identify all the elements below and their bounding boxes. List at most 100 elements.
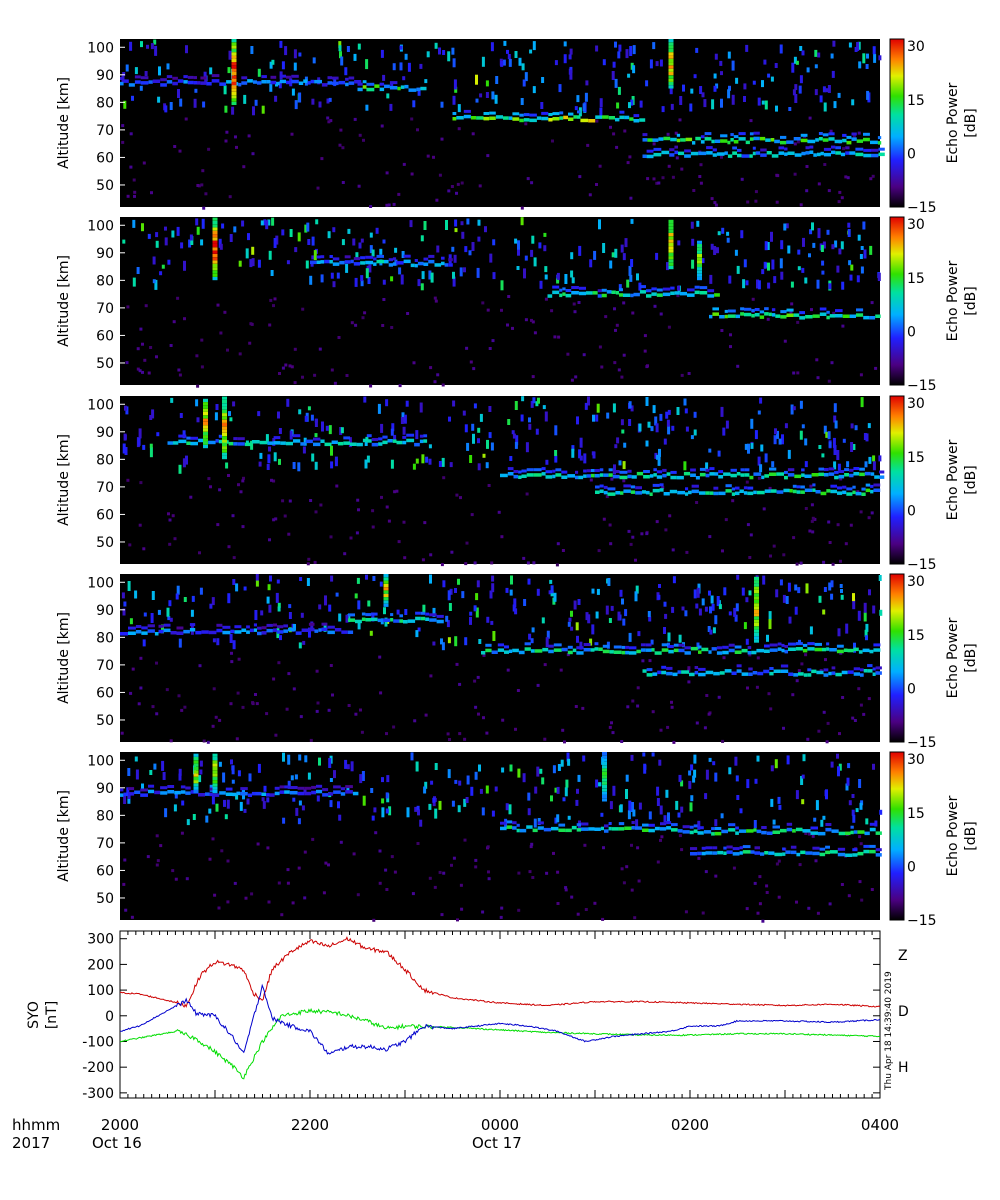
echo-speckle <box>125 64 129 72</box>
echo-speckle <box>822 609 826 615</box>
echo-speckle <box>155 240 159 248</box>
echo-layer-cell <box>846 492 853 496</box>
echo-speckle <box>576 416 579 425</box>
echo-layer-cell <box>802 643 808 647</box>
echo-speckle <box>827 520 831 524</box>
echo-layer-cell <box>423 434 428 438</box>
echo-speckle <box>556 278 560 284</box>
echo-speckle <box>859 373 863 377</box>
echo-speckle <box>790 302 794 306</box>
echo-layer-cell <box>786 822 793 826</box>
echo-speckle <box>308 627 311 638</box>
echo-speckle <box>705 769 709 780</box>
echo-speckle <box>713 85 717 92</box>
echo-layer-cell <box>186 441 191 445</box>
echo-speckle <box>329 535 333 539</box>
echo-layer-cell <box>613 650 622 654</box>
echo-layer-cell <box>751 314 755 318</box>
echo-speckle <box>164 237 168 246</box>
echo-layer-cell <box>630 485 636 489</box>
echo-speckle <box>531 375 535 379</box>
echo-layer-cell <box>128 787 135 791</box>
echo-layer-cell <box>241 628 247 632</box>
echo-speckle <box>736 574 740 580</box>
echo-speckle <box>340 56 344 66</box>
echo-layer-cell <box>423 262 429 266</box>
echo-speckle <box>298 409 302 415</box>
echo-layer-cell <box>481 651 486 655</box>
echo-speckle <box>622 461 626 470</box>
echo-speckle <box>474 865 478 869</box>
echo-speckle <box>385 171 389 175</box>
echo-speckle <box>230 651 233 655</box>
echo-layer-cell <box>322 793 329 797</box>
echo-burst-cell <box>222 426 227 430</box>
echo-speckle <box>554 60 558 66</box>
echo-speckle <box>780 271 784 280</box>
echo-speckle <box>178 773 182 781</box>
echo-speckle <box>155 355 158 359</box>
echo-layer-cell <box>247 793 252 797</box>
echo-burst-cell <box>697 257 702 261</box>
echo-speckle <box>235 737 239 741</box>
echo-speckle <box>267 454 271 464</box>
echo-burst-cell <box>754 586 759 590</box>
y-tick-label: 60 <box>96 685 114 701</box>
echo-layer-cell <box>619 470 628 474</box>
echo-speckle <box>826 229 830 235</box>
echo-layer-cell <box>835 146 841 150</box>
echo-speckle <box>301 805 305 811</box>
echo-speckle <box>631 535 635 539</box>
echo-speckle <box>655 61 659 67</box>
echo-layer-cell <box>553 643 562 647</box>
echo-speckle <box>522 773 526 783</box>
echo-layer-cell <box>824 473 829 477</box>
echo-speckle <box>265 220 269 230</box>
echo-speckle <box>599 107 603 117</box>
echo-speckle <box>713 73 717 79</box>
echo-speckle <box>858 61 862 69</box>
colorbar <box>889 38 905 208</box>
echo-speckle <box>788 616 792 624</box>
echo-layer-cell <box>826 315 830 320</box>
echo-layer-cell <box>663 136 671 141</box>
echo-speckle <box>604 315 608 319</box>
echo-speckle <box>175 593 179 600</box>
echo-speckle <box>614 444 618 449</box>
echo-speckle <box>820 245 824 252</box>
echo-speckle <box>365 104 369 111</box>
echo-speckle <box>334 459 338 467</box>
echo-speckle <box>771 259 775 270</box>
echo-layer-cell <box>576 651 584 655</box>
echo-burst-cell <box>193 760 199 764</box>
echo-speckle <box>278 81 282 89</box>
echo-layer-cell <box>661 643 669 647</box>
echo-speckle <box>859 254 863 259</box>
echo-layer-cell <box>636 471 644 476</box>
echo-layer-cell <box>257 81 262 85</box>
echo-speckle <box>469 455 473 463</box>
echo-layer-cell <box>746 829 754 833</box>
echo-layer-cell <box>670 475 677 480</box>
echo-layer-cell <box>834 475 839 480</box>
echo-layer-cell <box>600 826 604 831</box>
echo-speckle <box>417 279 421 287</box>
echo-speckle <box>767 692 771 696</box>
echo-speckle <box>864 629 868 637</box>
echo-layer-cell <box>534 473 542 477</box>
echo-layer-cell <box>140 793 148 797</box>
echo-layer-cell <box>835 309 843 313</box>
echo-speckle <box>710 243 714 250</box>
echo-speckle <box>417 809 420 816</box>
echo-speckle <box>397 192 401 196</box>
echo-speckle <box>687 666 691 670</box>
echo-speckle <box>178 464 182 474</box>
echo-layer-cell <box>814 642 822 646</box>
echo-burst-cell <box>668 39 674 43</box>
echo-speckle <box>841 324 845 328</box>
echo-speckle <box>527 792 531 801</box>
echo-speckle <box>274 733 278 737</box>
echo-layer-cell <box>771 313 776 317</box>
echo-speckle <box>241 705 245 709</box>
